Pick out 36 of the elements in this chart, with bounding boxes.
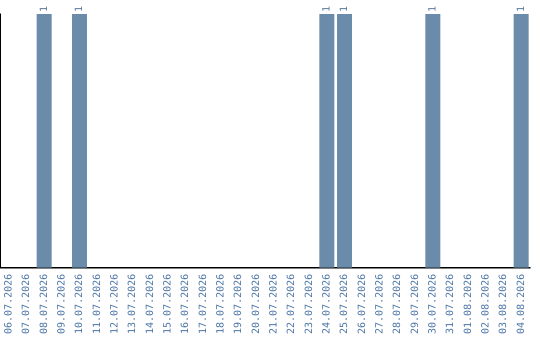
data-label: 1	[321, 6, 332, 12]
x-tick-label: 18.07.2026	[215, 274, 226, 334]
x-tick-label: 24.07.2026	[321, 274, 332, 334]
x-tick-label: 04.08.2026	[516, 274, 527, 334]
x-tick-label: 26.07.2026	[356, 274, 368, 334]
x-tick-label: 09.07.2026	[56, 274, 68, 334]
data-label: 1	[38, 6, 50, 12]
x-tick-label: 02.08.2026	[480, 274, 492, 334]
x-tick-label: 29.07.2026	[410, 274, 421, 334]
x-tick-label: 07.07.2026	[21, 274, 32, 334]
x-tick-label: 11.07.2026	[92, 274, 103, 334]
x-tick-label: 03.08.2026	[498, 274, 510, 334]
x-tick-label: 20.07.2026	[250, 274, 262, 334]
data-label: 1	[516, 6, 527, 12]
x-tick-label: 22.07.2026	[286, 274, 298, 334]
x-tick-label: 14.07.2026	[144, 274, 156, 334]
x-tick-label: 08.07.2026	[38, 274, 50, 334]
x-tick-label: 10.07.2026	[74, 274, 86, 334]
x-tick-label: 25.07.2026	[339, 274, 350, 334]
x-tick-label: 12.07.2026	[109, 274, 120, 334]
x-tick-label: 17.07.2026	[198, 274, 209, 334]
x-tick-label: 01.08.2026	[462, 274, 474, 334]
data-label: 1	[427, 6, 438, 12]
x-tick-label: 31.07.2026	[445, 274, 456, 334]
x-tick-label: 15.07.2026	[162, 274, 174, 334]
x-tick-label: 21.07.2026	[268, 274, 280, 334]
x-tick-label: 19.07.2026	[233, 274, 244, 334]
x-tick-label: 27.07.2026	[374, 274, 386, 334]
x-tick-label: 13.07.2026	[127, 274, 138, 334]
x-tick-label: 06.07.2026	[3, 274, 14, 334]
data-label: 1	[339, 6, 350, 12]
x-tick-label: 30.07.2026	[427, 274, 438, 334]
x-tick-label: 23.07.2026	[304, 274, 315, 334]
x-tick-label: 28.07.2026	[392, 274, 404, 334]
x-tick-label: 16.07.2026	[180, 274, 192, 334]
data-label: 1	[74, 6, 86, 12]
